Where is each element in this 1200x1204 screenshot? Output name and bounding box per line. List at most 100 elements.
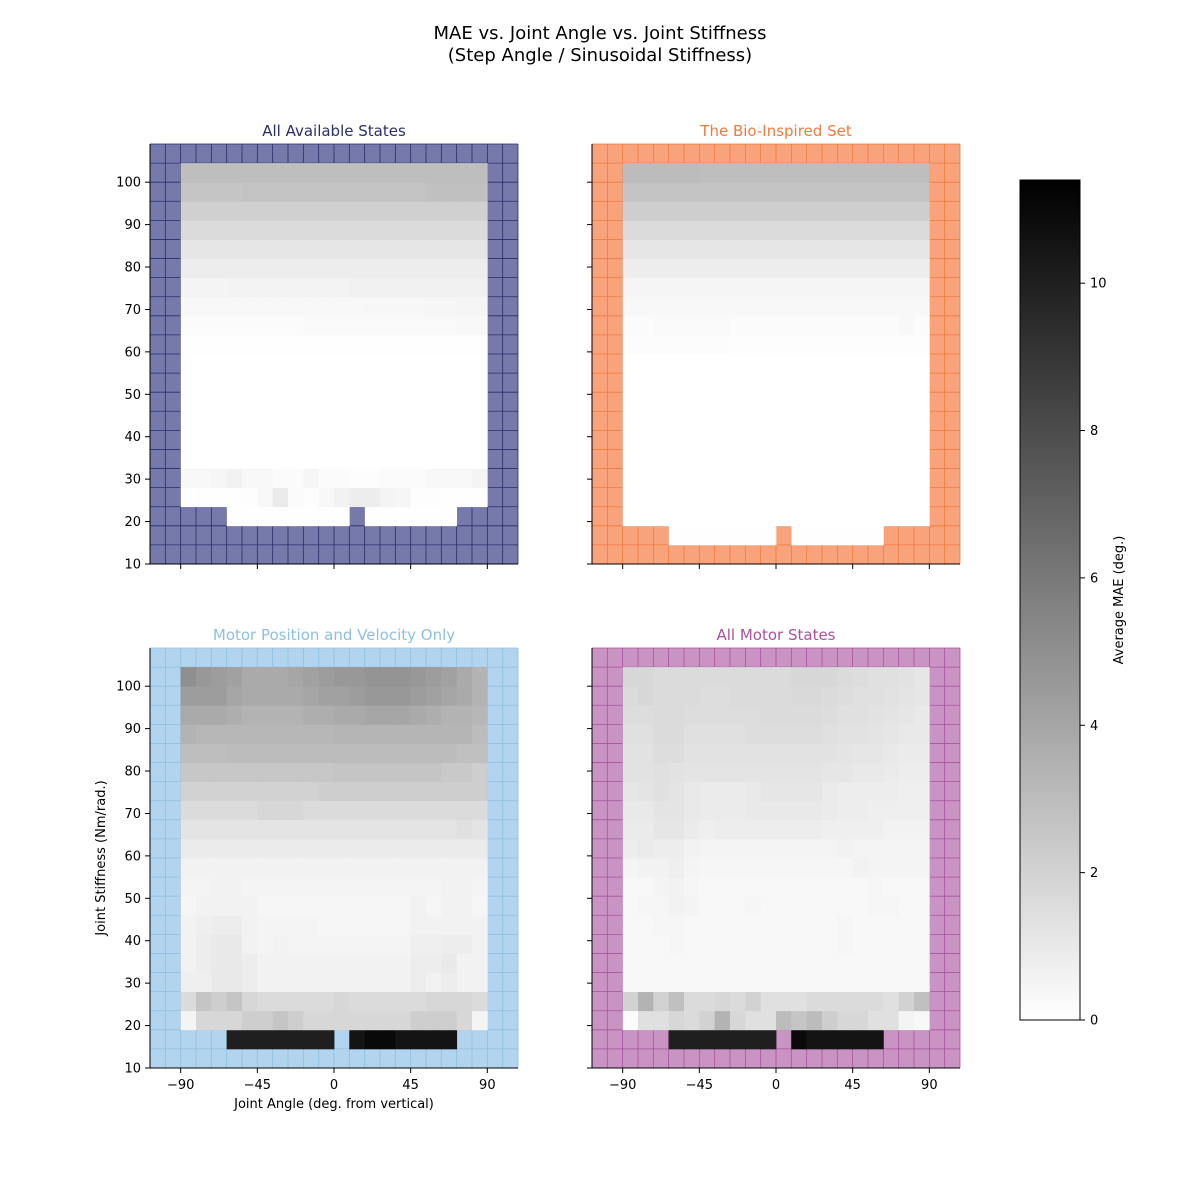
heatmap-cell [668,506,685,527]
heatmap-cell [837,705,854,725]
heatmap-cell [364,392,381,412]
heatmap-cell [684,972,700,993]
heatmap-cell [242,896,258,916]
heatmap-cell [622,896,639,916]
heatmap-cell [745,762,762,783]
heatmap-cell [653,915,670,935]
panel-title: The Bio-Inspired Set [699,122,852,140]
heatmap-cell [180,315,197,336]
heatmap-cell [714,838,731,859]
heatmap-cell [426,239,442,259]
heatmap-cell [668,972,685,993]
heatmap-cell [852,1010,869,1031]
heatmap-cell [242,449,258,469]
heatmap-cell [441,896,458,916]
heatmap-cell [364,163,381,183]
heatmap-cell [395,953,412,973]
heatmap-cell [257,258,274,279]
heatmap-cell [257,762,274,783]
heatmap-cell [883,411,900,431]
heatmap-cell [303,972,320,993]
heatmap-cell [272,468,289,489]
heatmap-cell [180,354,197,374]
heatmap-cell [272,667,289,687]
heatmap-cell [745,686,762,706]
heatmap-cell [791,877,808,897]
heatmap-cell [288,934,304,954]
heatmap-cell [303,392,320,412]
heatmap-cell [852,239,869,259]
heatmap-cell [272,934,289,954]
heatmap-cell [441,934,458,954]
heatmap-cell [196,296,212,317]
heatmap-cell [272,182,289,202]
heatmap-cell [426,762,442,783]
heatmap-cell [196,991,212,1012]
heatmap-cell [714,468,731,489]
heatmap-cell [303,487,320,508]
heatmap-cell [257,1029,274,1050]
heatmap-cell [334,411,350,431]
heatmap-cell [622,258,639,279]
heatmap-cell [730,858,746,878]
heatmap-cell [760,972,777,993]
heatmap-cell [684,991,700,1012]
heatmap-cell [211,182,228,202]
heatmap-cell [914,800,930,821]
heatmap-cell [226,1029,243,1050]
heatmap-cell [883,953,900,973]
heatmap-cell [653,354,670,374]
heatmap-cell [472,334,488,355]
heatmap-cell [745,506,762,527]
heatmap-cell [622,182,639,202]
heatmap-cell [638,953,654,973]
heatmap-cell [364,667,381,687]
heatmap-cell [272,449,289,469]
heatmap-cell [380,373,396,393]
y-tick-label: 80 [124,765,141,780]
heatmap-cell [806,705,823,725]
heatmap-cell [226,838,243,859]
heatmap-cell [776,430,792,450]
heatmap-cell [898,392,915,412]
heatmap-cell [456,182,473,202]
heatmap-cell [699,1010,716,1031]
heatmap-cell [242,686,258,706]
heatmap-cell [653,334,670,355]
heatmap-cell [318,258,335,279]
heatmap-cell [806,163,823,183]
heatmap-cell [196,239,212,259]
heatmap-cell [395,315,412,336]
heatmap-cell [898,838,915,859]
heatmap-cell [714,525,731,546]
heatmap-cell [822,972,838,993]
heatmap-cell [714,781,731,802]
heatmap-cell [684,220,700,240]
heatmap-cell [456,762,473,783]
heatmap-cell [257,296,274,317]
heatmap-cell [456,972,473,993]
heatmap-cell [699,781,716,802]
heatmap-cell [898,819,915,840]
heatmap-cell [714,972,731,993]
heatmap-cell [898,201,915,221]
heatmap-cell [349,877,366,897]
heatmap-cell [272,800,289,821]
heatmap-cell [730,800,746,821]
heatmap-cell [410,991,427,1012]
heatmap-cell [714,487,731,508]
heatmap-cell [364,972,381,993]
heatmap-cell [852,743,869,763]
heatmap-cell [211,315,228,336]
heatmap-cell [288,182,304,202]
heatmap-cell [622,163,639,183]
heatmap-cell [196,373,212,393]
heatmap-cell [180,201,197,221]
heatmap-cell [638,182,654,202]
heatmap-cell [456,686,473,706]
heatmap-cell [699,163,716,183]
heatmap-cell [180,468,197,489]
heatmap-cell [653,724,670,744]
